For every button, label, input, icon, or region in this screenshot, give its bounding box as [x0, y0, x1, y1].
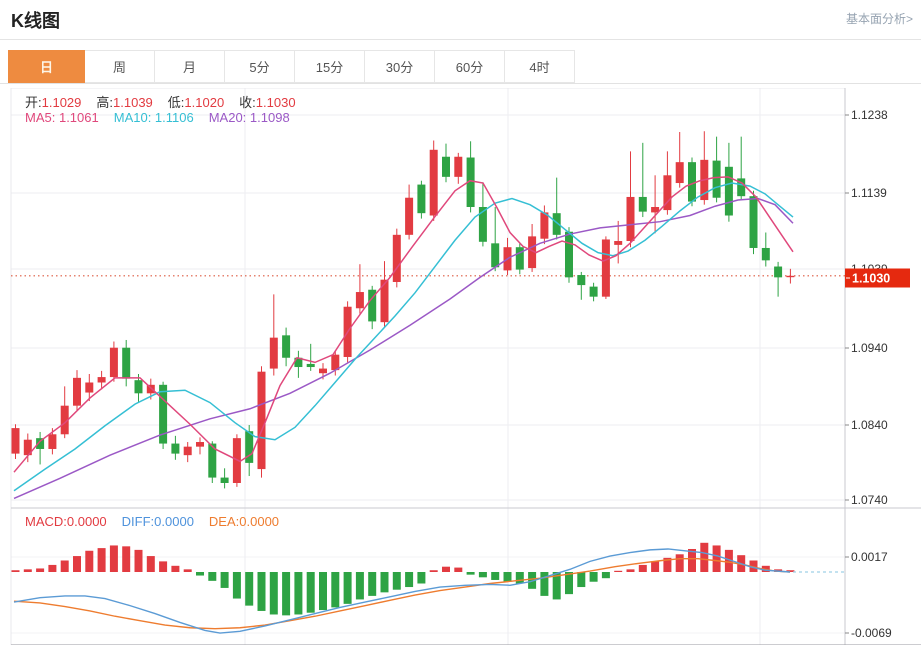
svg-text:1.1030: 1.1030 [852, 272, 890, 286]
svg-text:1.0940: 1.0940 [851, 341, 888, 355]
header-divider [0, 39, 921, 40]
dea-line [13, 558, 791, 630]
current-price-tag: 1.1030 [845, 268, 910, 288]
svg-text:1.0740: 1.0740 [851, 493, 888, 507]
svg-text:1.1238: 1.1238 [851, 108, 888, 122]
svg-text:1.1139: 1.1139 [851, 186, 887, 200]
svg-text:-0.0069: -0.0069 [851, 626, 892, 640]
tab-周[interactable]: 周 [85, 50, 155, 83]
header: K线图 基本面分析> [0, 0, 921, 39]
macd-histogram [11, 542, 795, 616]
tab-5分[interactable]: 5分 [225, 50, 295, 83]
svg-text:1.0840: 1.0840 [851, 418, 888, 432]
ma20-line [13, 197, 794, 500]
candles-layer [11, 131, 795, 489]
tab-30分[interactable]: 30分 [365, 50, 435, 83]
ma5-line [13, 176, 794, 473]
tab-日[interactable]: 日 [8, 50, 85, 83]
tab-60分[interactable]: 60分 [435, 50, 505, 83]
kline-chart[interactable]: 1.12381.11391.10391.09401.08401.07400.00… [0, 87, 921, 646]
period-tabs: 日周月 5分 15分 30分 60分 4时 [8, 50, 575, 83]
page-title: K线图 [11, 11, 60, 31]
ma10-line [13, 182, 794, 492]
tab-月[interactable]: 月 [155, 50, 225, 83]
tab-4时[interactable]: 4时 [505, 50, 575, 83]
period-tabbar: 日周月 5分 15分 30分 60分 4时 [0, 50, 921, 84]
kline-canvas[interactable]: 1.12381.11391.10391.09401.08401.07400.00… [0, 87, 921, 646]
svg-text:0.0017: 0.0017 [851, 550, 888, 564]
y-axis-labels: 1.12381.11391.10391.09401.08401.07400.00… [845, 108, 892, 640]
fundamental-analysis-link[interactable]: 基本面分析> [845, 12, 913, 26]
tab-15分[interactable]: 15分 [295, 50, 365, 83]
diff-line [13, 548, 791, 634]
